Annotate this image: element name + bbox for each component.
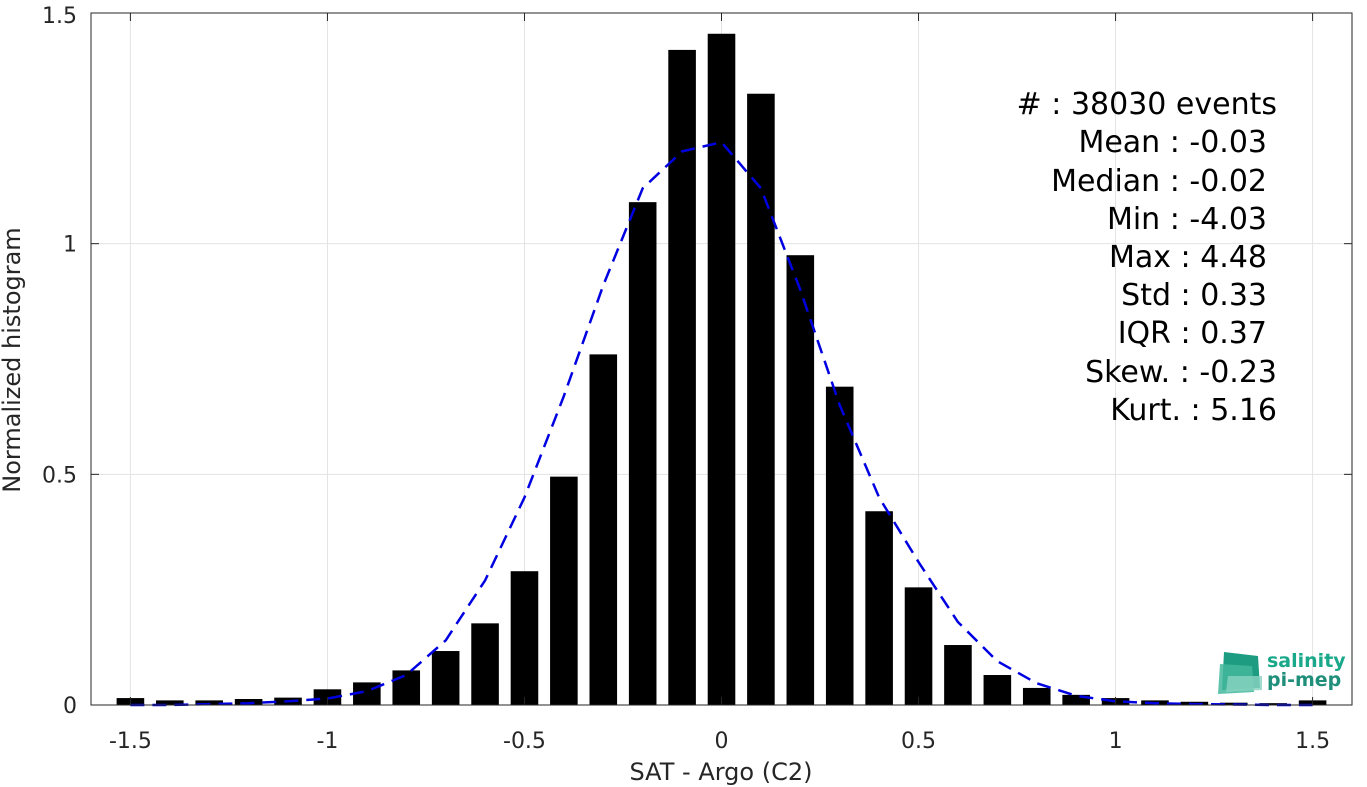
x-tick-label: 1 bbox=[1109, 729, 1123, 754]
histogram-bar bbox=[865, 511, 893, 705]
histogram-bar bbox=[471, 623, 499, 705]
histogram-bar bbox=[1022, 687, 1051, 705]
histogram-bar bbox=[1062, 694, 1090, 705]
stat-min: Min : -4.03 bbox=[1107, 202, 1267, 237]
histogram-bar bbox=[392, 670, 421, 705]
salinity-pi-mep-logo: salinity pi-mep bbox=[1218, 650, 1346, 694]
x-tick-label: -1.5 bbox=[109, 729, 152, 754]
histogram-bar bbox=[589, 354, 618, 705]
stat-median: Median : -0.02 bbox=[1051, 164, 1267, 199]
y-axis-ticks: 0 0.5 1 1.5 bbox=[42, 4, 1352, 719]
histogram-bars bbox=[116, 33, 1327, 705]
x-axis-ticks: -1.5 -1 -0.5 0 0.5 1 1.5 bbox=[109, 13, 1330, 754]
stat-kurt: Kurt. : 5.16 bbox=[1110, 393, 1277, 428]
y-tick-label: 1.5 bbox=[42, 4, 77, 29]
histogram-bar bbox=[1259, 703, 1287, 705]
histogram-bar bbox=[550, 476, 578, 705]
y-tick-label: 1 bbox=[63, 233, 77, 258]
histogram-bar bbox=[944, 645, 972, 705]
x-tick-label: 0 bbox=[715, 729, 729, 754]
histogram-bar bbox=[904, 587, 933, 705]
y-tick-label: 0.5 bbox=[42, 463, 77, 488]
histogram-bar bbox=[195, 700, 224, 705]
y-axis-title: Normalized histogram bbox=[0, 227, 26, 492]
histogram-bar bbox=[786, 255, 815, 705]
logo-text-salinity: salinity bbox=[1267, 650, 1346, 672]
logo-text-pi-mep: pi-mep bbox=[1267, 669, 1341, 691]
statistics-annotation: # : 38030 events Mean : -0.03 Median : -… bbox=[1017, 87, 1277, 428]
stat-iqr: IQR : 0.37 bbox=[1118, 316, 1267, 351]
histogram-bar bbox=[510, 571, 539, 705]
y-tick-label: 0 bbox=[63, 694, 77, 719]
histogram-bar bbox=[747, 93, 775, 705]
x-tick-label: -1 bbox=[316, 729, 338, 754]
stat-std: Std : 0.33 bbox=[1121, 278, 1267, 313]
histogram-bar bbox=[825, 386, 854, 705]
logo-wave-icon bbox=[1218, 652, 1262, 694]
x-axis-title: SAT - Argo (C2) bbox=[630, 758, 813, 786]
x-tick-label: 0.5 bbox=[901, 729, 936, 754]
histogram-bar bbox=[156, 700, 184, 705]
histogram-bar bbox=[431, 651, 460, 705]
stat-max: Max : 4.48 bbox=[1109, 240, 1267, 275]
histogram-bar bbox=[628, 202, 657, 705]
histogram-bar bbox=[983, 675, 1012, 705]
histogram-bar bbox=[707, 33, 736, 705]
stat-mean: Mean : -0.03 bbox=[1078, 125, 1267, 160]
stat-skew: Skew. : -0.23 bbox=[1085, 355, 1277, 390]
stat-events: # : 38030 events bbox=[1017, 87, 1277, 122]
x-tick-label: 1.5 bbox=[1295, 729, 1330, 754]
x-tick-label: -0.5 bbox=[503, 729, 546, 754]
